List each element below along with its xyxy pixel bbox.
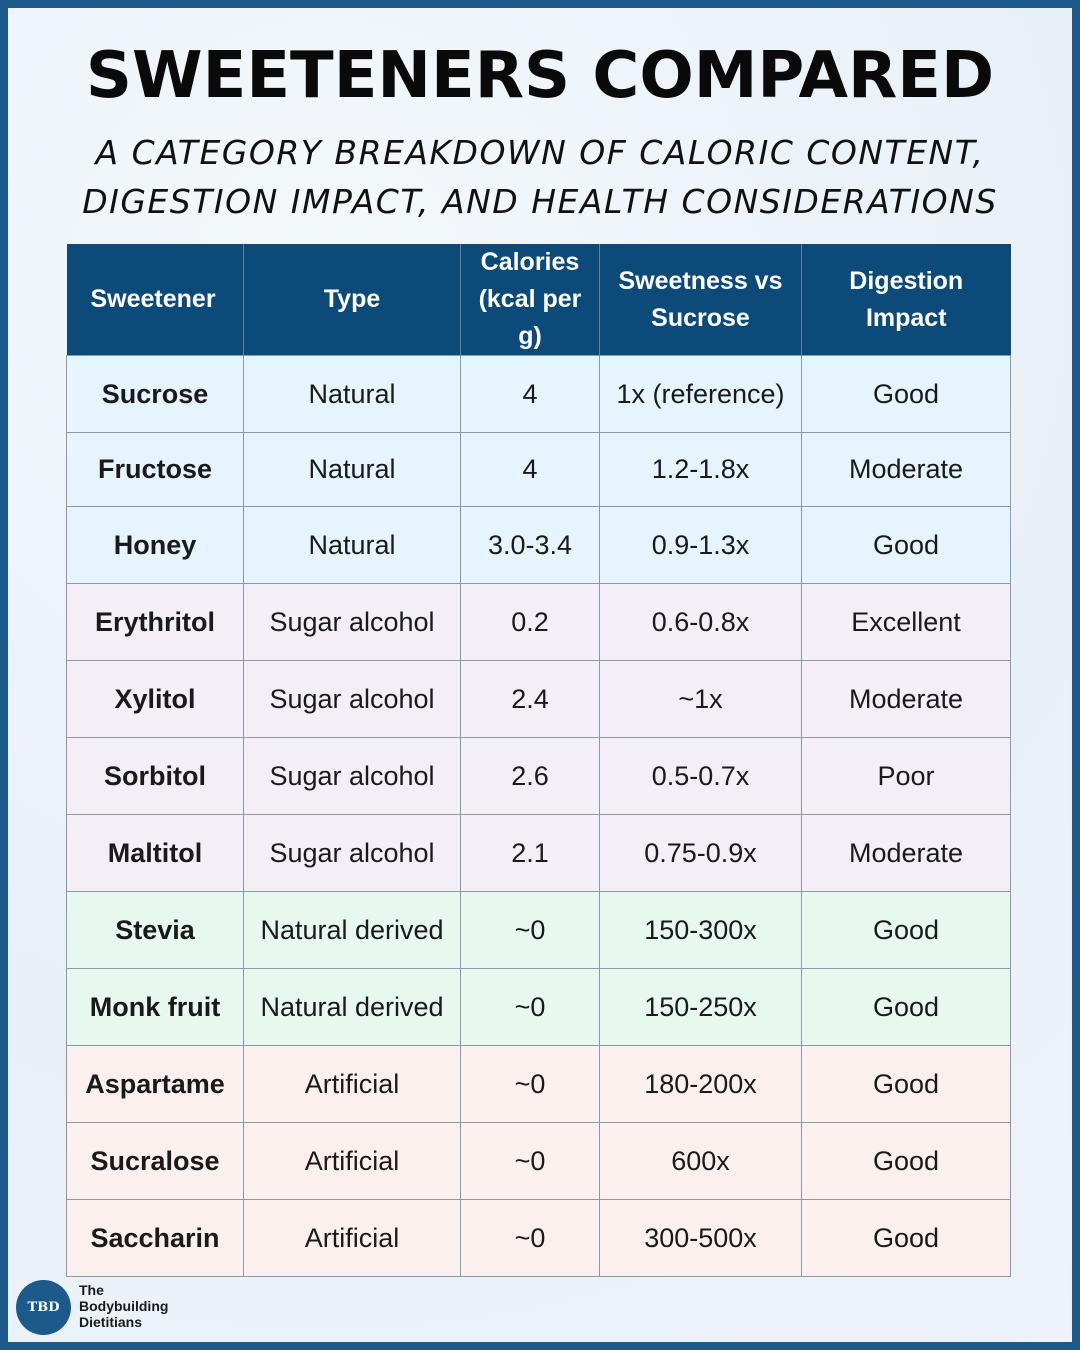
cell-calories: ~0 xyxy=(460,891,600,969)
subtitle-line-1: A CATEGORY BREAKDOWN OF CALORIC CONTENT, xyxy=(95,133,985,172)
cell-sweetness: 150-250x xyxy=(599,968,802,1046)
cell-digestion: Moderate xyxy=(801,660,1011,738)
cell-digestion: Excellent xyxy=(801,583,1011,661)
cell-sweetness: 0.6-0.8x xyxy=(599,583,802,661)
cell-sweetness: 1.2-1.8x xyxy=(599,432,802,507)
cell-sweetness: 150-300x xyxy=(599,891,802,969)
cell-calories: ~0 xyxy=(460,968,600,1046)
page-title: SWEETENERS COMPARED xyxy=(85,39,995,113)
cell-sweetness: 600x xyxy=(599,1122,802,1200)
cell-digestion: Poor xyxy=(801,737,1011,815)
logo-mark: TBD xyxy=(27,1300,60,1315)
cell-calories: 2.1 xyxy=(460,814,600,892)
cell-sweetness: 0.75-0.9x xyxy=(599,814,802,892)
brand-line-1: The xyxy=(79,1282,104,1298)
cell-calories: 4 xyxy=(460,432,600,507)
cell-type: Artificial xyxy=(243,1045,461,1123)
header-type: Type xyxy=(243,244,461,356)
cell-sweetness: 300-500x xyxy=(599,1199,802,1277)
subtitle-line-2: DIGESTION IMPACT, AND HEALTH CONSIDERATI… xyxy=(82,182,998,221)
cell-digestion: Good xyxy=(801,1199,1011,1277)
cell-sweetener: Saccharin xyxy=(66,1199,244,1277)
cell-sweetener: Fructose xyxy=(66,432,244,507)
cell-sweetener: Sucrose xyxy=(66,355,244,433)
cell-calories: 3.0-3.4 xyxy=(460,506,600,584)
table-row: Erythritol Sugar alcohol 0.2 0.6-0.8x Excell… xyxy=(66,583,1011,661)
table-row: Honey Natural 3.0-3.4 0.9-1.3x Good xyxy=(66,506,1011,584)
cell-type: Natural xyxy=(243,432,461,507)
cell-digestion: Good xyxy=(801,968,1011,1046)
cell-sweetness: 0.9-1.3x xyxy=(599,506,802,584)
brand-line-2: Bodybuilding xyxy=(79,1298,169,1314)
cell-calories: 2.4 xyxy=(460,660,600,738)
table-row: Xylitol Sugar alcohol 2.4 ~1x Moderate xyxy=(66,660,1011,738)
cell-sweetness: 180-200x xyxy=(599,1045,802,1123)
header-calories: Calories (kcal per g) xyxy=(460,244,600,356)
cell-type: Natural derived xyxy=(243,968,461,1046)
table-row: Maltitol Sugar alcohol 2.1 0.75-0.9x Moderat… xyxy=(66,814,1011,892)
cell-sweetener: Aspartame xyxy=(66,1045,244,1123)
header-sweetness: Sweetness vs Sucrose xyxy=(599,244,802,356)
cell-sweetener: Sucralose xyxy=(66,1122,244,1200)
cell-calories: ~0 xyxy=(460,1199,600,1277)
cell-type: Sugar alcohol xyxy=(243,583,461,661)
cell-calories: ~0 xyxy=(460,1045,600,1123)
cell-type: Sugar alcohol xyxy=(243,814,461,892)
cell-digestion: Good xyxy=(801,891,1011,969)
cell-sweetener: Sorbitol xyxy=(66,737,244,815)
cell-sweetener: Monk fruit xyxy=(66,968,244,1046)
cell-type: Artificial xyxy=(243,1122,461,1200)
cell-calories: ~0 xyxy=(460,1122,600,1200)
table-row: Sucrose Natural 4 1x (reference) Good xyxy=(66,355,1011,433)
brand-logo: TBD xyxy=(16,1280,71,1335)
table-header-row: Sweetener Type Calories (kcal per g) Swe… xyxy=(66,244,1011,356)
table-row: Stevia Natural derived ~0 150-300x Good xyxy=(66,891,1011,969)
table-row: Fructose Natural 4 1.2-1.8x Moderate xyxy=(66,432,1011,507)
table-row: Saccharin Artificial ~0 300-500x Good xyxy=(66,1199,1011,1277)
cell-type: Sugar alcohol xyxy=(243,660,461,738)
cell-type: Sugar alcohol xyxy=(243,737,461,815)
brand-name: The Bodybuilding Dietitians xyxy=(79,1282,168,1330)
cell-type: Natural derived xyxy=(243,891,461,969)
page-subtitle: A CATEGORY BREAKDOWN OF CALORIC CONTENT,… xyxy=(0,128,1080,226)
cell-type: Natural xyxy=(243,506,461,584)
cell-sweetness: 0.5-0.7x xyxy=(599,737,802,815)
table-row: Sucralose Artificial ~0 600x Good xyxy=(66,1122,1011,1200)
cell-sweetness: ~1x xyxy=(599,660,802,738)
cell-sweetener: Honey xyxy=(66,506,244,584)
header-digestion: Digestion Impact xyxy=(801,244,1011,356)
brand-line-3: Dietitians xyxy=(79,1314,143,1330)
cell-digestion: Moderate xyxy=(801,432,1011,507)
table-row: Sorbitol Sugar alcohol 2.6 0.5-0.7x Poor xyxy=(66,737,1011,815)
sweeteners-table: Sweetener Type Calories (kcal per g) Swe… xyxy=(66,244,1011,1277)
cell-calories: 2.6 xyxy=(460,737,600,815)
cell-sweetener: Erythritol xyxy=(66,583,244,661)
cell-digestion: Good xyxy=(801,506,1011,584)
table-row: Monk fruit Natural derived ~0 150-250x Good xyxy=(66,968,1011,1046)
cell-sweetness: 1x (reference) xyxy=(599,355,802,433)
cell-sweetener: Maltitol xyxy=(66,814,244,892)
cell-calories: 0.2 xyxy=(460,583,600,661)
cell-sweetener: Xylitol xyxy=(66,660,244,738)
table-body: Sucrose Natural 4 1x (reference) Good Fructos… xyxy=(66,355,1011,1277)
cell-digestion: Moderate xyxy=(801,814,1011,892)
header-sweetener: Sweetener xyxy=(66,244,244,356)
cell-calories: 4 xyxy=(460,355,600,433)
cell-digestion: Good xyxy=(801,1045,1011,1123)
cell-type: Artificial xyxy=(243,1199,461,1277)
cell-digestion: Good xyxy=(801,1122,1011,1200)
cell-type: Natural xyxy=(243,355,461,433)
table-row: Aspartame Artificial ~0 180-200x Good xyxy=(66,1045,1011,1123)
cell-digestion: Good xyxy=(801,355,1011,433)
cell-sweetener: Stevia xyxy=(66,891,244,969)
